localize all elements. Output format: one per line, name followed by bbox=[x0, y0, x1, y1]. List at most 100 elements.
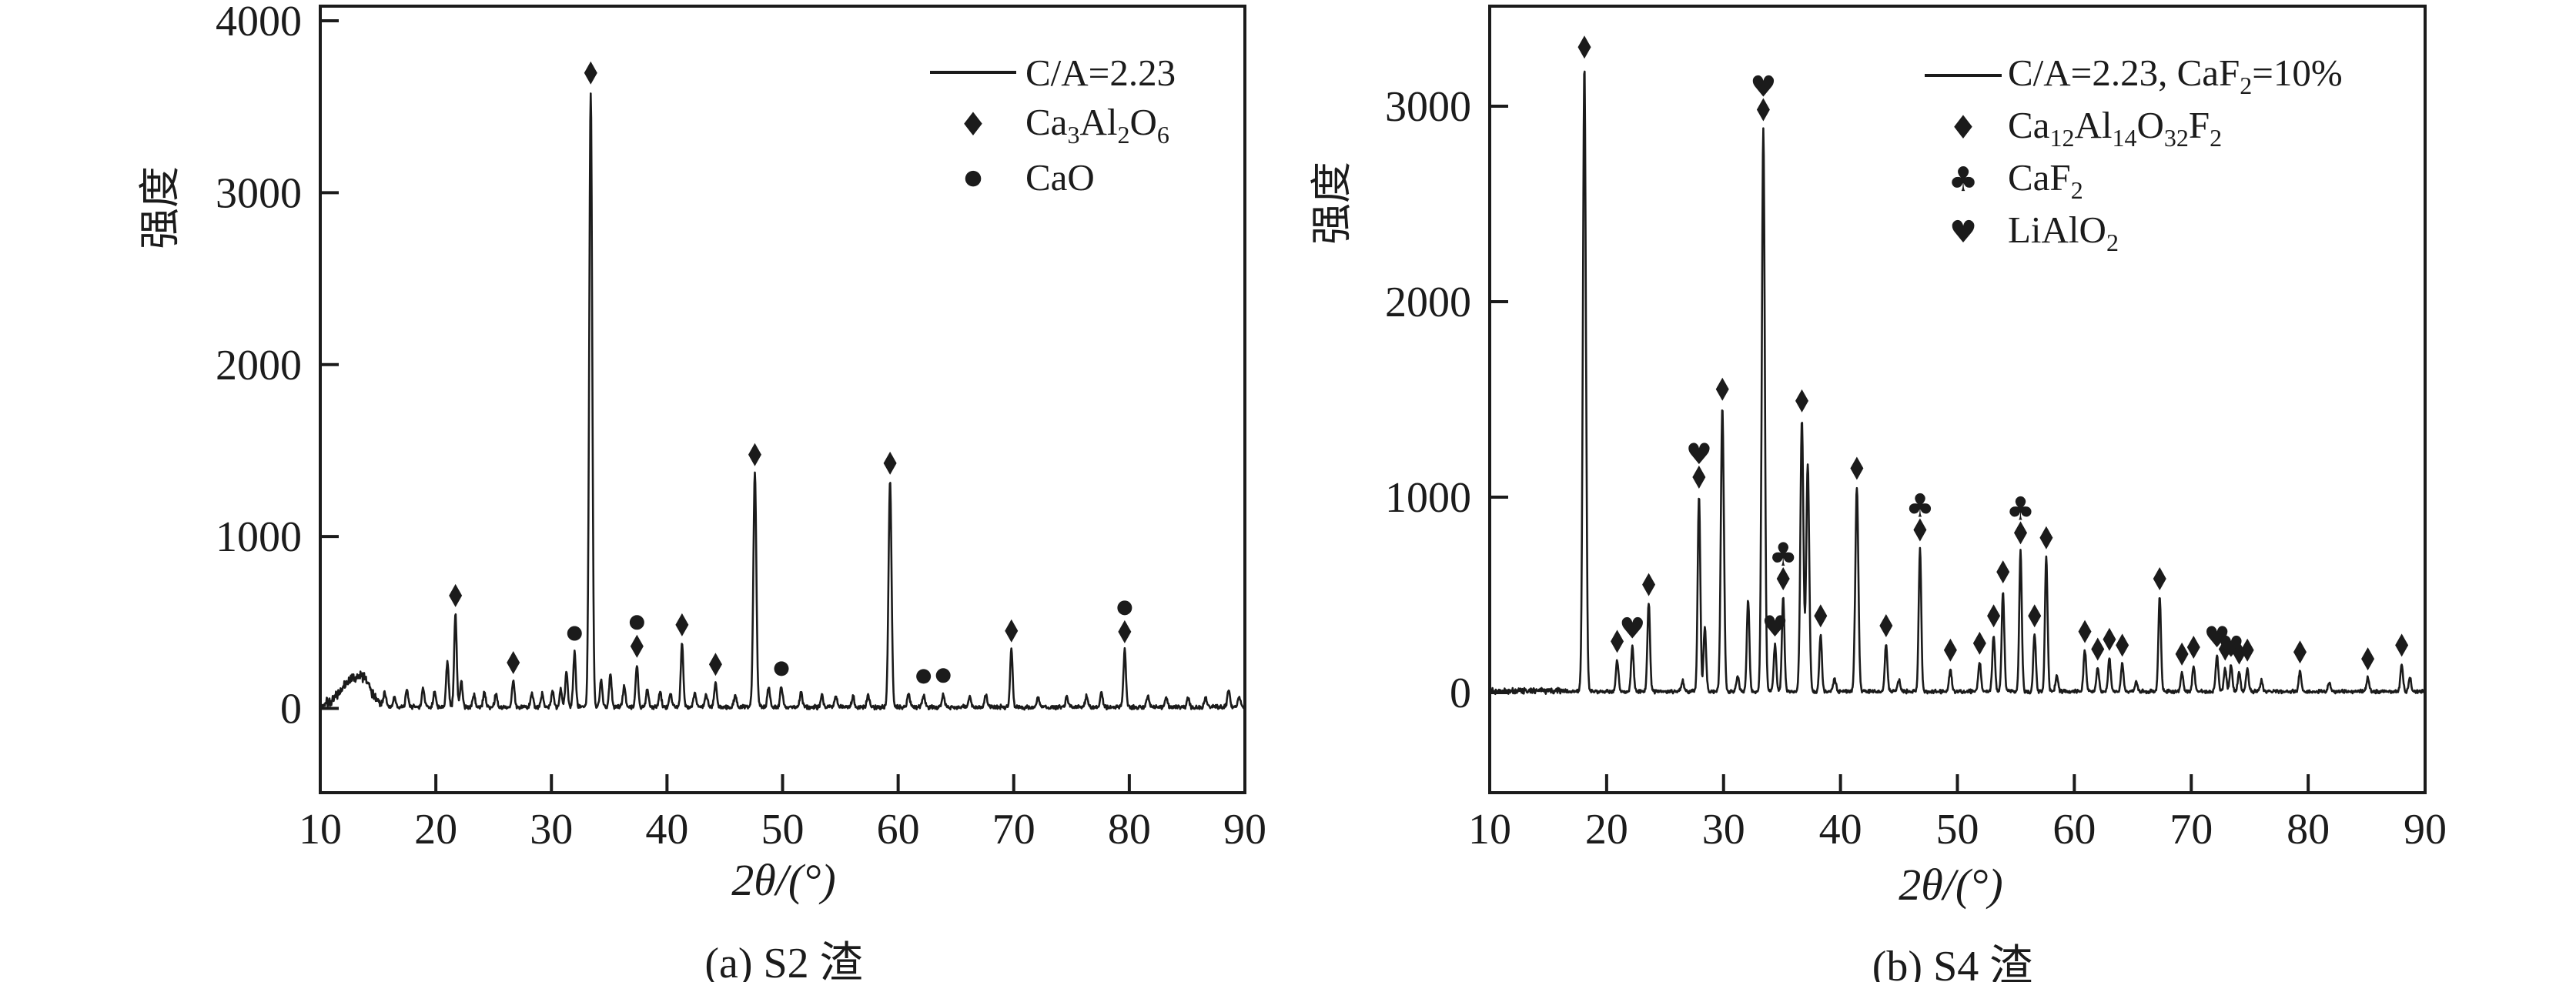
x-tick-label: 80 bbox=[1108, 806, 1151, 853]
x-tick-label: 50 bbox=[1936, 806, 1979, 853]
x-tick-label: 80 bbox=[2287, 806, 2330, 853]
peak-marker-diamond-icon bbox=[2014, 521, 2028, 545]
peak-marker-diamond-icon bbox=[2103, 627, 2116, 651]
peak-marker-club-icon: ♣ bbox=[1768, 536, 1798, 573]
peak-marker-diamond-icon bbox=[675, 613, 689, 636]
legend-label: LiAlO2 bbox=[2008, 209, 2119, 256]
peak-marker-diamond-icon bbox=[1987, 604, 2001, 628]
peak-marker-diamond-icon bbox=[1814, 604, 1828, 628]
peak-marker-diamond-icon bbox=[1756, 98, 1770, 122]
peak-marker-diamond-icon bbox=[708, 653, 722, 676]
x-tick-label: 50 bbox=[761, 806, 805, 853]
y-axis-label-a: 强度 bbox=[137, 166, 183, 249]
peak-marker-diamond-icon bbox=[1795, 389, 1809, 413]
peak-marker-heart-icon: ♥ bbox=[1619, 612, 1645, 646]
peak-marker-diamond-icon bbox=[1577, 35, 1591, 59]
peak-marker-diamond-icon bbox=[1943, 638, 1957, 662]
peak-marker-diamond-icon bbox=[1611, 630, 1624, 653]
legend-diamond-icon: ♦ bbox=[1949, 109, 1978, 146]
x-tick-label: 70 bbox=[992, 806, 1035, 853]
x-axis-label-b: 2θ/(°) bbox=[1899, 860, 2003, 910]
x-tick-label: 20 bbox=[414, 806, 457, 853]
peak-marker-diamond-icon bbox=[1642, 573, 1656, 596]
peak-marker-heart-icon: ♥ bbox=[1762, 610, 1788, 643]
peak-marker-diamond-icon bbox=[2028, 604, 2042, 628]
y-tick-label: 3000 bbox=[1385, 83, 1471, 131]
y-tick-label: 2000 bbox=[1385, 279, 1471, 326]
peak-marker-diamond-icon bbox=[2078, 620, 2092, 643]
peak-marker-diamond-icon bbox=[1776, 567, 1790, 591]
peak-marker-diamond-icon bbox=[584, 61, 597, 85]
peak-marker-circle-icon bbox=[916, 669, 932, 684]
x-tick-label: 40 bbox=[645, 806, 688, 853]
y-axis-label-b: 强度 bbox=[1309, 162, 1355, 245]
panel-caption-a: (a) S2 渣 bbox=[704, 940, 863, 982]
peak-marker-diamond-icon bbox=[2395, 633, 2409, 657]
legend-label: C/A=2.23, CaF2=10% bbox=[2008, 52, 2343, 99]
panel-a-s2-slag: 0 1000 2000 3000 4000 10 20 30 40 50 60 70 80 90 bbox=[216, 0, 1266, 853]
legend-label: CaF2 bbox=[2008, 156, 2083, 204]
y-tick-label: 2000 bbox=[216, 342, 302, 389]
y-tick-label: 0 bbox=[280, 686, 302, 733]
legend-panel-b: C/A=2.23, CaF2=10% ♦ Ca12Al14O32F2 ♣ CaF2 ♥ Li… bbox=[1919, 49, 2343, 259]
peak-marker-circle-icon bbox=[629, 615, 644, 630]
legend-label: CaO bbox=[1025, 155, 1095, 199]
peak-marker-diamond-icon bbox=[1692, 465, 1706, 489]
legend-label: Ca3Al2O6 bbox=[1025, 101, 1169, 149]
x-tick-label: 10 bbox=[1468, 806, 1511, 853]
peak-marker-heart-icon: ♥ bbox=[1750, 70, 1776, 104]
peak-marker-diamond-icon bbox=[883, 451, 897, 475]
peak-marker-diamond-icon bbox=[449, 583, 463, 607]
peak-marker-diamond-icon bbox=[1879, 614, 1893, 638]
xrd-curve bbox=[319, 92, 1246, 711]
peak-marker-club-icon: ♣ bbox=[1905, 487, 1935, 525]
legend-item: C/A=2.23, CaF2=10% bbox=[1919, 49, 2343, 102]
peak-marker-diamond-icon bbox=[1913, 518, 1927, 542]
x-tick-label: 30 bbox=[530, 806, 573, 853]
y-tick-label: 4000 bbox=[216, 0, 302, 45]
peak-marker-diamond-icon bbox=[1118, 620, 1132, 643]
peak-marker-diamond-icon bbox=[1972, 631, 1986, 655]
peak-marker-diamond-icon bbox=[1996, 560, 2010, 584]
x-tick-label: 70 bbox=[2170, 806, 2213, 853]
legend-item: ♦ Ca3Al2O6 bbox=[921, 99, 1176, 151]
peak-marker-diamond-icon bbox=[2361, 647, 2375, 671]
legend-panel-a: C/A=2.23 ♦ Ca3Al2O6 ● CaO bbox=[921, 46, 1176, 203]
peak-marker-diamond-icon bbox=[2218, 637, 2232, 661]
y-tick-label: 1000 bbox=[216, 513, 302, 561]
x-tick-label: 30 bbox=[1702, 806, 1745, 853]
peak-marker-circle-icon bbox=[567, 626, 582, 641]
peak-marker-diamond-icon bbox=[2186, 635, 2200, 659]
peak-marker-circle-icon bbox=[774, 661, 789, 676]
y-tick-label: 0 bbox=[1450, 670, 1471, 717]
peak-marker-diamond-icon bbox=[2153, 567, 2166, 591]
legend-item: C/A=2.23 bbox=[921, 46, 1176, 99]
legend-line-sample bbox=[1925, 74, 2002, 77]
legend-line-sample bbox=[930, 71, 1016, 74]
x-tick-label: 40 bbox=[1819, 806, 1862, 853]
peak-marker-club-icon: ♣ bbox=[2006, 489, 2036, 527]
x-tick-label: 20 bbox=[1585, 806, 1628, 853]
x-tick-label: 90 bbox=[2404, 806, 2447, 853]
legend-diamond-icon: ♦ bbox=[958, 105, 988, 143]
x-tick-label: 90 bbox=[1223, 806, 1266, 853]
legend-club-icon: ♣ bbox=[1948, 160, 1979, 199]
xrd-curve bbox=[1488, 70, 2427, 696]
peak-marker-diamond-icon bbox=[2293, 640, 2307, 664]
x-tick-label: 10 bbox=[299, 806, 342, 853]
peak-marker-diamond-icon bbox=[2175, 642, 2189, 666]
y-tick-label: 1000 bbox=[1385, 474, 1471, 522]
peak-marker-diamond-icon bbox=[507, 651, 520, 675]
legend-label: Ca12Al14O32F2 bbox=[2008, 104, 2223, 152]
x-tick-label: 60 bbox=[2052, 806, 2096, 853]
peak-marker-diamond-icon bbox=[2116, 633, 2129, 657]
x-axis-label-a: 2θ/(°) bbox=[731, 855, 836, 905]
peak-marker-diamond-icon bbox=[2091, 637, 2105, 661]
peak-marker-diamond-icon bbox=[2240, 638, 2254, 662]
peak-marker-diamond-icon bbox=[1715, 377, 1729, 401]
peak-marker-diamond-icon bbox=[1850, 456, 1864, 480]
legend-item: ● CaO bbox=[921, 151, 1176, 203]
